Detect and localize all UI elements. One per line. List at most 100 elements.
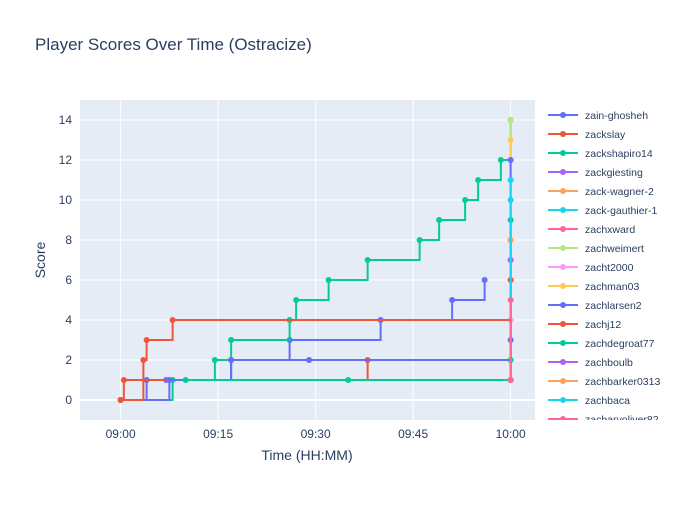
legend-label: zain-ghosheh	[585, 110, 648, 122]
series-zacharyoliver82	[507, 297, 514, 383]
legend-item[interactable]: zain-ghosheh	[548, 110, 648, 122]
legend-swatch-marker	[560, 378, 566, 384]
legend-swatch-marker	[560, 245, 566, 251]
data-point	[507, 377, 514, 383]
y-tick-label: 0	[65, 393, 72, 407]
legend-label: zachxward	[585, 224, 635, 236]
data-point	[293, 297, 300, 303]
legend-swatch-marker	[560, 321, 566, 327]
data-point	[169, 317, 176, 323]
data-point	[140, 357, 147, 363]
legend-item[interactable]: zackslay	[548, 129, 626, 141]
y-axis-title: Score	[32, 242, 48, 279]
legend-item[interactable]: zachlarsen2	[548, 300, 642, 312]
legend-swatch-marker	[560, 169, 566, 175]
chart-title: Player Scores Over Time (Ostracize)	[35, 35, 312, 54]
legend-swatch-marker	[560, 207, 566, 213]
x-tick-label: 10:00	[496, 427, 526, 441]
data-point	[345, 377, 352, 383]
legend-label: zachbarker0313	[585, 376, 660, 388]
legend-item[interactable]: zackgiesting	[548, 167, 643, 179]
data-point	[436, 217, 443, 223]
legend-swatch-marker	[560, 264, 566, 270]
data-point	[475, 177, 482, 183]
legend-item[interactable]: zacharyoliver82	[548, 414, 659, 426]
data-point	[462, 197, 469, 203]
legend-item[interactable]: zachj12	[548, 319, 621, 331]
legend-swatch-marker	[560, 112, 566, 118]
legend-swatch-marker	[560, 150, 566, 156]
legend-label: zachman03	[585, 281, 639, 293]
data-point	[507, 177, 514, 183]
legend-item[interactable]: zachbaca	[548, 395, 630, 407]
series-layer	[117, 117, 514, 403]
legend-item[interactable]: zachboulb	[548, 357, 633, 369]
data-point	[143, 337, 150, 343]
legend-item[interactable]: zachdegroat77	[548, 338, 655, 350]
legend-label: zack-gauthier-1	[585, 205, 658, 217]
legend-swatch-marker	[560, 188, 566, 194]
legend-label: zacharyoliver82	[585, 414, 659, 426]
y-tick-label: 10	[59, 193, 73, 207]
plot-area	[80, 100, 535, 420]
y-tick-label: 8	[65, 233, 72, 247]
data-point	[182, 377, 189, 383]
legend-swatch-marker	[560, 226, 566, 232]
legend-swatch-marker	[560, 397, 566, 403]
legend-item[interactable]: zackshapiro14	[548, 148, 653, 160]
legend-item[interactable]: zacht2000	[548, 262, 634, 274]
legend-label: zachweimert	[585, 243, 644, 255]
legend-label: zack-wagner-2	[585, 186, 654, 198]
x-tick-label: 09:30	[301, 427, 331, 441]
legend-item[interactable]: zachxward	[548, 224, 635, 236]
legend-item[interactable]: zachman03	[548, 281, 639, 293]
legend-label: zachj12	[585, 319, 621, 331]
legend-swatch-marker	[560, 359, 566, 365]
data-point	[228, 337, 235, 343]
legend-item[interactable]: zack-gauthier-1	[548, 205, 658, 217]
legend-item[interactable]: zack-wagner-2	[548, 186, 654, 198]
data-point	[166, 377, 173, 383]
data-point	[507, 157, 514, 163]
y-tick-label: 2	[65, 353, 72, 367]
data-point	[117, 397, 124, 403]
legend-label: zackslay	[585, 129, 626, 141]
axis-labels: 0 2 4 6 8 10 12 14 09:00 09:15 09:30 09:45 10:00	[59, 113, 526, 441]
series-line	[120, 120, 512, 401]
data-point	[481, 277, 488, 283]
legend-label: zackshapiro14	[585, 148, 653, 160]
legend-label: zackgiesting	[585, 167, 643, 179]
data-point	[507, 117, 514, 123]
y-tick-label: 4	[65, 313, 72, 327]
data-point	[507, 297, 514, 303]
x-tick-label: 09:15	[203, 427, 233, 441]
data-point	[497, 157, 504, 163]
legend-label: zachboulb	[585, 357, 633, 369]
legend-label: zacht2000	[585, 262, 634, 274]
legend-swatch-marker	[560, 302, 566, 308]
data-point	[416, 237, 423, 243]
data-point	[507, 137, 514, 143]
legend-swatch-marker	[560, 416, 566, 420]
legend-label: zachlarsen2	[585, 300, 642, 312]
data-point	[449, 297, 456, 303]
x-tick-label: 09:00	[106, 427, 136, 441]
y-tick-label: 6	[65, 273, 72, 287]
legend-swatch-marker	[560, 283, 566, 289]
legend: zain-ghosheh zackslay zackshapiro14 zackgie…	[548, 110, 660, 426]
legend-swatch-marker	[560, 131, 566, 137]
data-point	[228, 357, 235, 363]
x-tick-label: 09:45	[398, 427, 428, 441]
data-point	[120, 377, 127, 383]
legend-label: zachbaca	[585, 395, 630, 407]
y-tick-label: 12	[59, 153, 73, 167]
y-tick-label: 14	[59, 113, 73, 127]
data-point	[306, 357, 313, 363]
data-point	[364, 257, 371, 263]
legend-item[interactable]: zachweimert	[548, 243, 644, 255]
legend-item[interactable]: zachbarker0313	[548, 376, 660, 388]
data-point	[325, 277, 332, 283]
data-point	[211, 357, 218, 363]
